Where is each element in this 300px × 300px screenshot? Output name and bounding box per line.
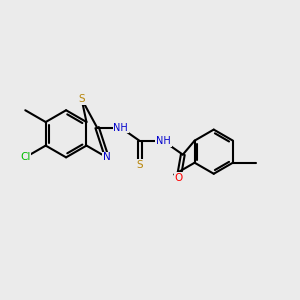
Text: S: S — [137, 160, 143, 170]
Text: O: O — [175, 173, 183, 183]
Text: NH: NH — [156, 136, 171, 146]
Text: NH: NH — [113, 123, 128, 133]
Text: Cl: Cl — [20, 152, 31, 162]
Text: S: S — [78, 94, 85, 104]
Text: N: N — [103, 152, 111, 162]
